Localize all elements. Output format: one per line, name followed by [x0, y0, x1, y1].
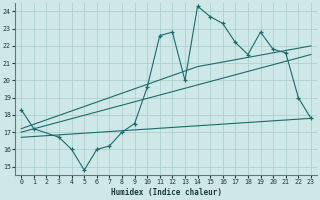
X-axis label: Humidex (Indice chaleur): Humidex (Indice chaleur) [111, 188, 221, 197]
